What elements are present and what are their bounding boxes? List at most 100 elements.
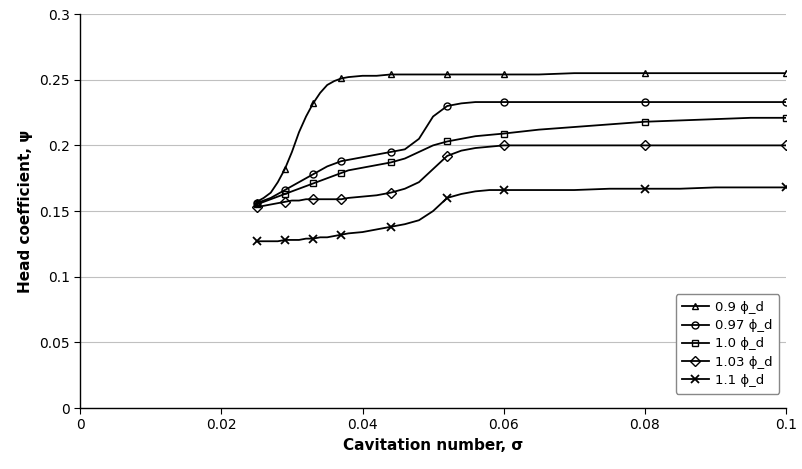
1.0 ϕ_d bbox=[746, 115, 755, 121]
1.03 ϕ_d bbox=[252, 204, 261, 210]
1.03 ϕ_d bbox=[746, 143, 755, 148]
1.1 ϕ_d bbox=[781, 185, 791, 190]
1.0 ϕ_d bbox=[428, 143, 438, 148]
1.03 ϕ_d bbox=[675, 143, 685, 148]
0.9 ϕ_d bbox=[675, 70, 685, 76]
1.1 ϕ_d bbox=[358, 229, 367, 235]
0.97 ϕ_d bbox=[711, 99, 720, 105]
1.1 ϕ_d bbox=[456, 191, 466, 197]
1.03 ϕ_d bbox=[569, 143, 579, 148]
1.03 ϕ_d bbox=[443, 153, 452, 159]
1.03 ϕ_d bbox=[266, 202, 276, 207]
0.97 ϕ_d bbox=[484, 99, 494, 105]
1.1 ϕ_d bbox=[640, 186, 650, 191]
0.9 ϕ_d bbox=[499, 72, 508, 77]
0.97 ϕ_d bbox=[499, 99, 508, 105]
1.1 ϕ_d bbox=[414, 218, 423, 223]
0.9 ϕ_d bbox=[330, 78, 339, 84]
0.97 ϕ_d bbox=[605, 99, 614, 105]
1.1 ϕ_d bbox=[343, 231, 353, 236]
1.0 ϕ_d bbox=[315, 178, 325, 184]
1.0 ϕ_d bbox=[605, 121, 614, 127]
1.1 ϕ_d bbox=[266, 238, 276, 244]
Legend: 0.9 ϕ_d, 0.97 ϕ_d, 1.0 ϕ_d, 1.03 ϕ_d, 1.1 ϕ_d: 0.9 ϕ_d, 0.97 ϕ_d, 1.0 ϕ_d, 1.03 ϕ_d, 1.… bbox=[675, 294, 780, 393]
1.0 ϕ_d bbox=[287, 189, 297, 194]
1.0 ϕ_d bbox=[534, 127, 544, 132]
1.0 ϕ_d bbox=[569, 124, 579, 130]
1.1 ϕ_d bbox=[315, 234, 325, 240]
0.9 ϕ_d bbox=[400, 72, 410, 77]
0.9 ϕ_d bbox=[471, 72, 480, 77]
0.97 ϕ_d bbox=[315, 167, 325, 173]
1.03 ϕ_d bbox=[605, 143, 614, 148]
0.97 ϕ_d bbox=[456, 100, 466, 106]
1.1 ϕ_d bbox=[330, 233, 339, 239]
1.03 ϕ_d bbox=[337, 197, 346, 202]
0.9 ϕ_d bbox=[294, 129, 304, 135]
1.03 ϕ_d bbox=[456, 148, 466, 153]
1.03 ϕ_d bbox=[471, 145, 480, 151]
0.9 ϕ_d bbox=[358, 73, 367, 79]
0.97 ϕ_d bbox=[252, 200, 261, 206]
1.0 ϕ_d bbox=[471, 133, 480, 139]
1.1 ϕ_d bbox=[386, 224, 395, 230]
1.0 ϕ_d bbox=[266, 197, 276, 202]
1.1 ϕ_d bbox=[259, 238, 269, 244]
1.03 ϕ_d bbox=[400, 186, 410, 191]
1.1 ϕ_d bbox=[308, 236, 318, 242]
0.9 ϕ_d bbox=[287, 149, 297, 155]
0.97 ϕ_d bbox=[471, 99, 480, 105]
1.03 ϕ_d bbox=[343, 195, 353, 201]
Y-axis label: Head coefficient, ψ: Head coefficient, ψ bbox=[18, 129, 34, 293]
1.0 ϕ_d bbox=[484, 132, 494, 138]
1.03 ϕ_d bbox=[386, 190, 395, 196]
1.03 ϕ_d bbox=[358, 194, 367, 199]
1.03 ϕ_d bbox=[640, 143, 650, 148]
1.03 ϕ_d bbox=[414, 179, 423, 185]
1.1 ϕ_d bbox=[400, 221, 410, 227]
0.9 ϕ_d bbox=[605, 70, 614, 76]
0.9 ϕ_d bbox=[308, 100, 318, 106]
1.1 ϕ_d bbox=[711, 185, 720, 190]
0.97 ϕ_d bbox=[273, 191, 282, 197]
0.97 ϕ_d bbox=[322, 164, 332, 169]
1.0 ϕ_d bbox=[294, 186, 304, 191]
1.1 ϕ_d bbox=[280, 237, 290, 243]
1.1 ϕ_d bbox=[534, 187, 544, 193]
1.1 ϕ_d bbox=[372, 227, 382, 232]
1.0 ϕ_d bbox=[640, 119, 650, 125]
0.9 ϕ_d bbox=[414, 72, 423, 77]
1.03 ϕ_d bbox=[287, 198, 297, 204]
1.03 ϕ_d bbox=[484, 144, 494, 150]
0.9 ϕ_d bbox=[781, 70, 791, 76]
1.03 ϕ_d bbox=[315, 197, 325, 202]
1.03 ϕ_d bbox=[372, 192, 382, 198]
1.1 ϕ_d bbox=[746, 185, 755, 190]
Line: 1.03 ϕ_d: 1.03 ϕ_d bbox=[253, 142, 789, 211]
1.0 ϕ_d bbox=[308, 181, 318, 186]
0.9 ϕ_d bbox=[280, 166, 290, 172]
1.0 ϕ_d bbox=[330, 173, 339, 178]
1.0 ϕ_d bbox=[280, 191, 290, 197]
1.03 ϕ_d bbox=[280, 199, 290, 204]
1.1 ϕ_d bbox=[337, 232, 346, 237]
0.97 ϕ_d bbox=[443, 103, 452, 109]
1.0 ϕ_d bbox=[358, 165, 367, 171]
0.9 ϕ_d bbox=[746, 70, 755, 76]
1.03 ϕ_d bbox=[259, 203, 269, 209]
1.03 ϕ_d bbox=[302, 197, 311, 202]
0.9 ϕ_d bbox=[322, 82, 332, 88]
1.03 ϕ_d bbox=[273, 200, 282, 206]
1.0 ϕ_d bbox=[273, 194, 282, 199]
1.03 ϕ_d bbox=[322, 197, 332, 202]
0.97 ϕ_d bbox=[302, 175, 311, 181]
1.03 ϕ_d bbox=[308, 197, 318, 202]
1.1 ϕ_d bbox=[499, 187, 508, 193]
Line: 0.9 ϕ_d: 0.9 ϕ_d bbox=[253, 70, 789, 205]
1.0 ϕ_d bbox=[499, 131, 508, 136]
0.9 ϕ_d bbox=[266, 190, 276, 196]
1.1 ϕ_d bbox=[287, 237, 297, 243]
1.0 ϕ_d bbox=[259, 199, 269, 204]
1.03 ϕ_d bbox=[534, 143, 544, 148]
1.0 ϕ_d bbox=[302, 183, 311, 189]
